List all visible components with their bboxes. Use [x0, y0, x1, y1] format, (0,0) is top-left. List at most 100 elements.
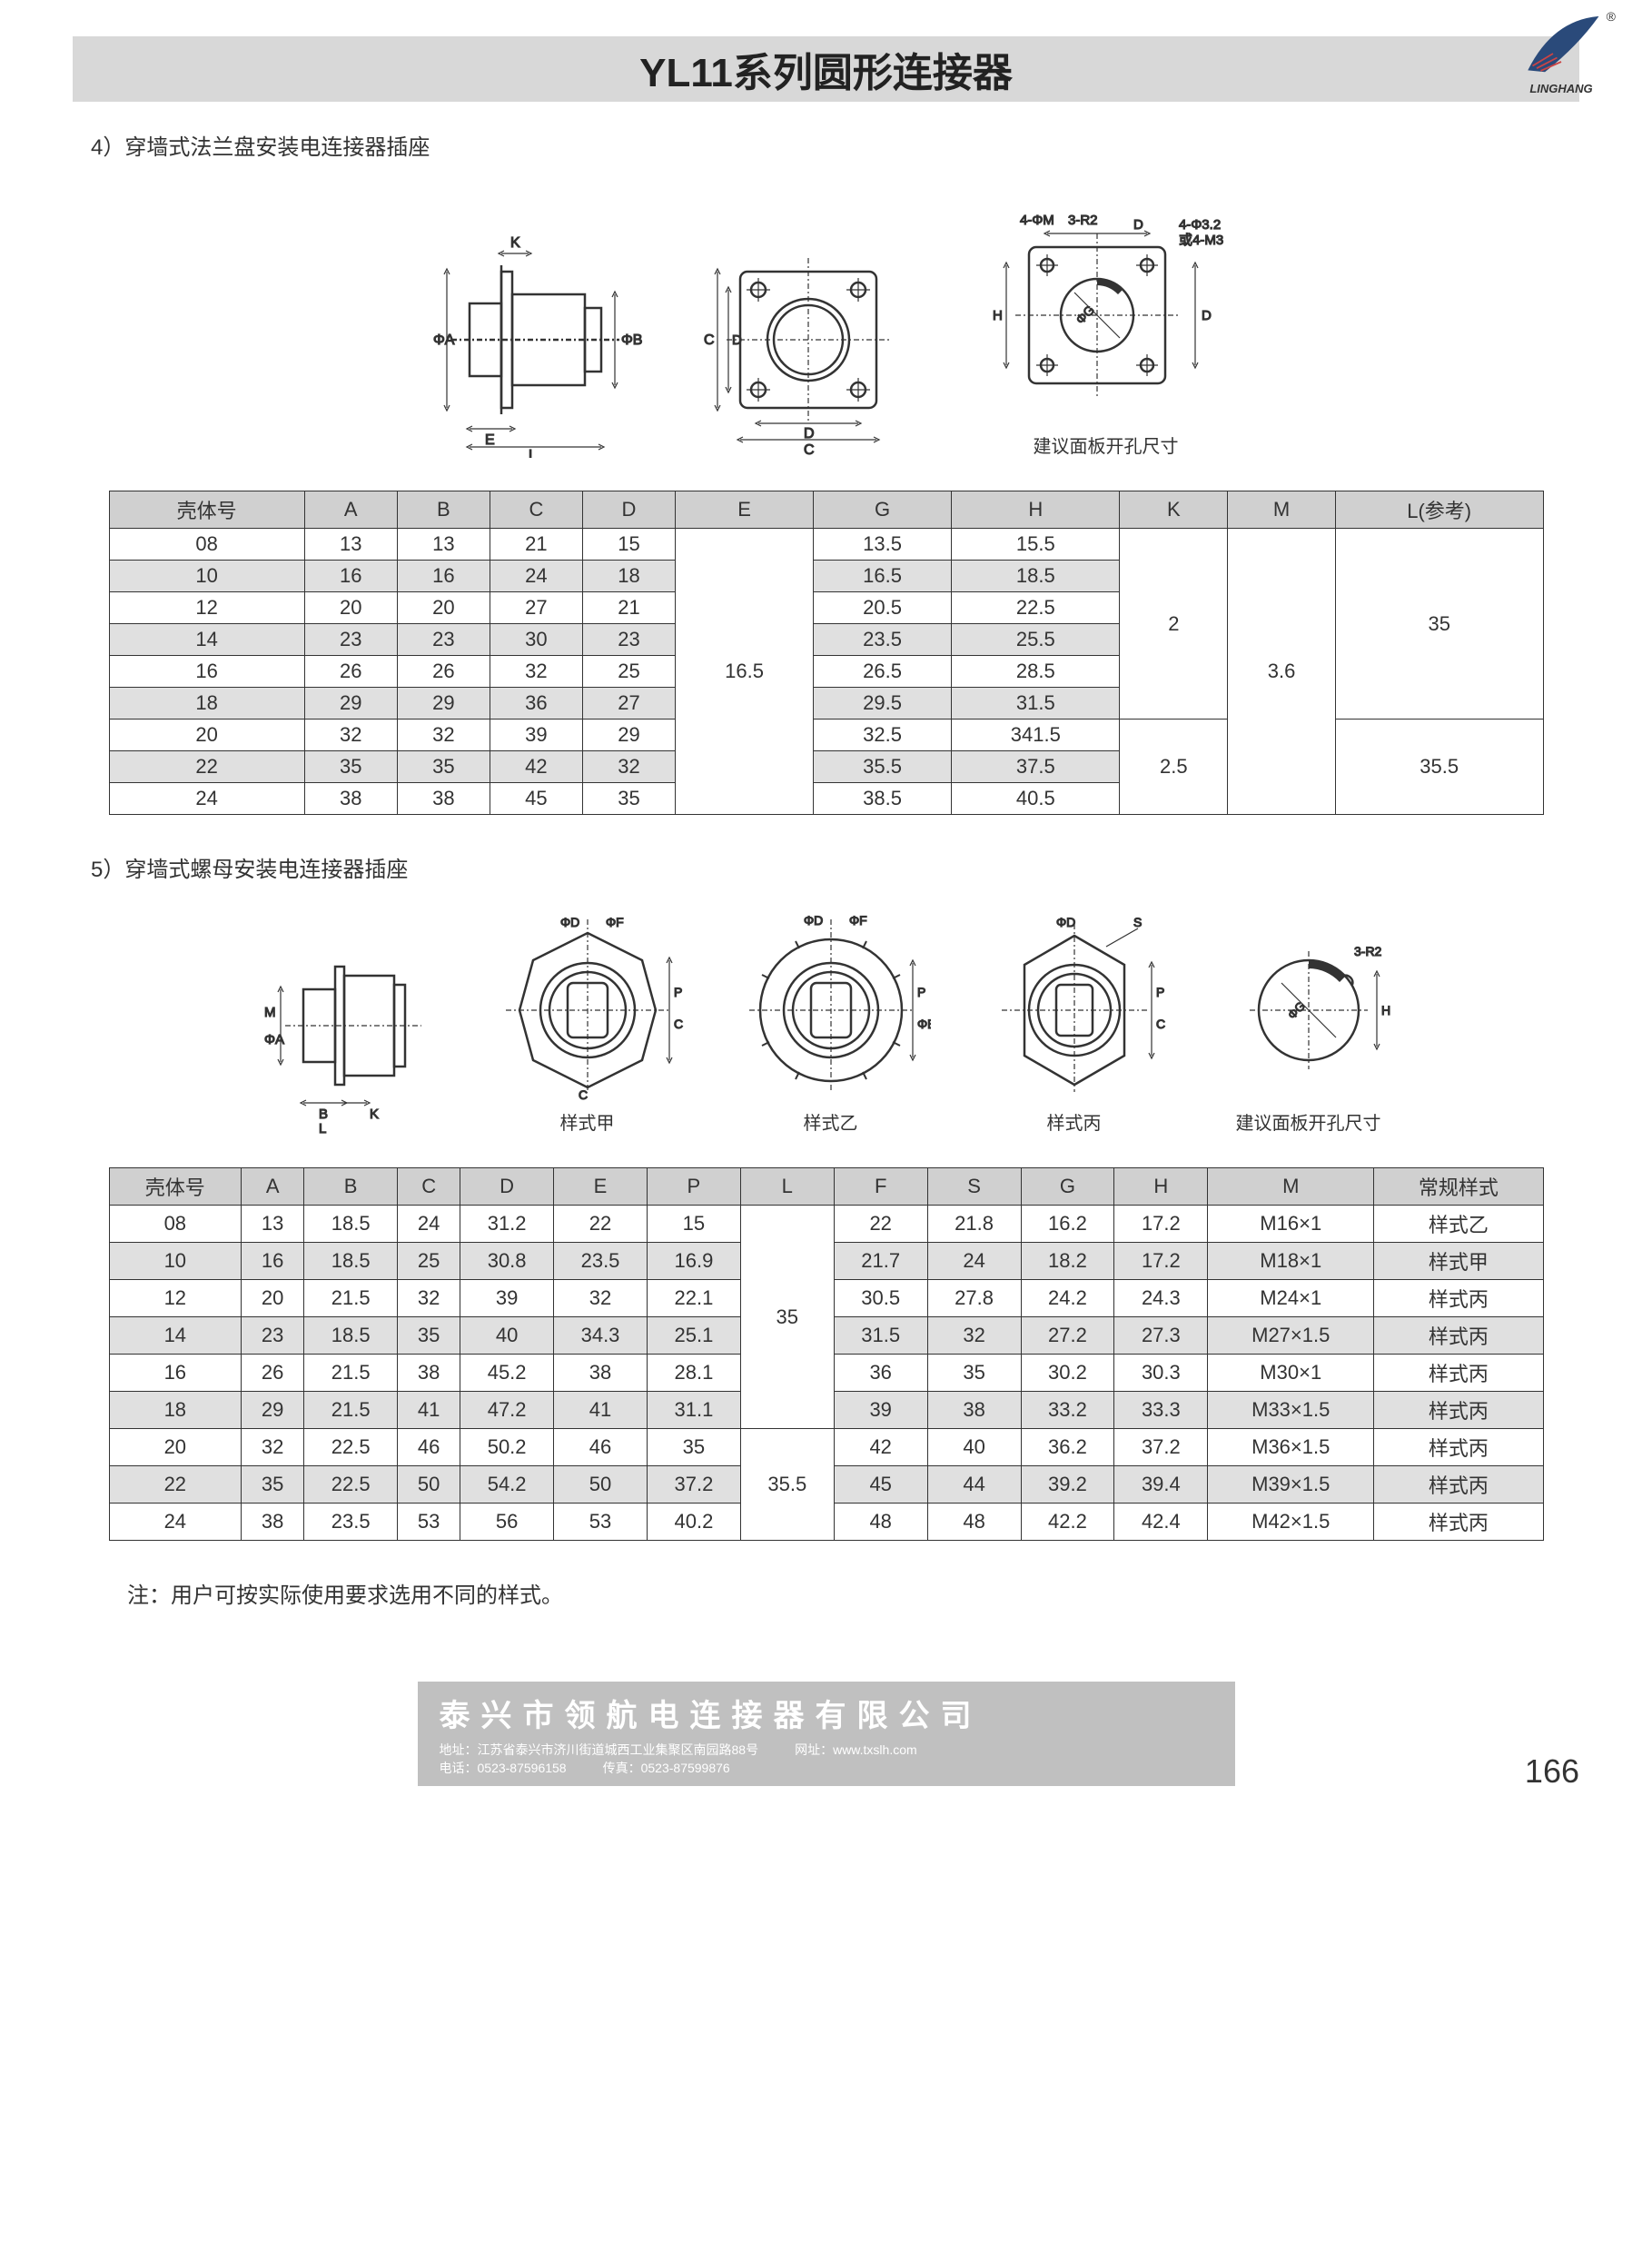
- s4-diagram-flange: C D D C: [690, 222, 926, 458]
- label-4phiM: 4-ΦM: [1020, 213, 1054, 228]
- s5-th: C: [398, 1168, 460, 1206]
- s4-th: D: [582, 491, 675, 529]
- s4-flange-svg: C D D C: [690, 222, 926, 458]
- s5-th: 壳体号: [109, 1168, 242, 1206]
- footer-addr: 地址：江苏省泰兴市济川街道城西工业集聚区南园路88号: [440, 1741, 759, 1759]
- s5-th: P: [647, 1168, 740, 1206]
- s4-side-svg: ΦA ΦB K E L: [411, 222, 647, 458]
- label5b-phiE: ΦE: [917, 1017, 931, 1031]
- s5-side-svg: M ΦA B K L: [253, 926, 444, 1135]
- s4-diagram-panel: 4-ΦM 3-R2 D 4-Φ3.2 或4-M3 H D ΦG 建议面板开孔尺寸: [970, 188, 1242, 458]
- section5-table: 壳体号ABCDEPLFSGHM常规样式 081318.52431.2221535…: [109, 1167, 1544, 1541]
- table-row: 081313211516.513.515.523.635: [109, 529, 1543, 561]
- s4-th: 壳体号: [109, 491, 304, 529]
- label5b-P: P: [917, 985, 925, 999]
- page-title: YL11系列圆形连接器: [639, 40, 1013, 98]
- s4-th: K: [1120, 491, 1228, 529]
- s5-th: B: [304, 1168, 398, 1206]
- s5-caption-c: 样式丙: [1047, 1108, 1102, 1135]
- label-phiA: ΦA: [433, 332, 455, 348]
- logo-icon: [1520, 9, 1602, 82]
- label-4M3: 或4-M3: [1179, 233, 1223, 248]
- s5-stylea-svg: ΦD ΦF P C C: [488, 910, 688, 1101]
- page-number: 166: [1525, 1752, 1579, 1791]
- s5-caption-a: 样式甲: [560, 1108, 615, 1135]
- s4-th: H: [952, 491, 1120, 529]
- section4-heading: 4）穿墙式法兰盘安装电连接器插座: [91, 129, 1579, 161]
- label5-phiA: ΦA: [264, 1032, 284, 1047]
- s5-diagram-side: M ΦA B K L: [253, 926, 444, 1135]
- s5-th: D: [460, 1168, 554, 1206]
- title-bar: YL11系列圆形连接器 ® LINGHANG: [73, 36, 1579, 102]
- label5b-phiF: ΦF: [849, 913, 867, 928]
- footer-web: 网址：www.txslh.com: [795, 1741, 917, 1759]
- page-footer: 泰兴市领航电连接器有限公司 地址：江苏省泰兴市济川街道城西工业集聚区南园路88号…: [73, 1682, 1579, 1791]
- s5-stylec-svg: ΦD S P C: [974, 910, 1174, 1101]
- label5a-Cb: C: [579, 1087, 588, 1101]
- label5p-3R2: 3-R2: [1354, 944, 1382, 958]
- s5-style-a: ΦD ΦF P C C 样式甲: [488, 910, 688, 1135]
- label5a-phiF: ΦF: [606, 915, 624, 929]
- s4-th: M: [1228, 491, 1336, 529]
- s4-th: C: [490, 491, 582, 529]
- s5-th: F: [834, 1168, 927, 1206]
- footer-fax: 传真：0523-87599876: [603, 1759, 730, 1777]
- table-row: 081318.52431.22215352221.816.217.2M16×1样…: [109, 1206, 1543, 1243]
- section4-diagrams: ΦA ΦB K E L: [73, 188, 1579, 458]
- s5-panel: 3-R2 ΦG H 建议面板开孔尺寸: [1218, 919, 1400, 1135]
- s4-panel-svg: 4-ΦM 3-R2 D 4-Φ3.2 或4-M3 H D ΦG: [970, 188, 1242, 424]
- s5-th: S: [927, 1168, 1021, 1206]
- table-row: 203222.54650.2463535.5424036.237.2M36×1.…: [109, 1429, 1543, 1466]
- label-3R2: 3-R2: [1068, 213, 1098, 228]
- section5-note: 注：用户可按实际使用要求选用不同的样式。: [127, 1577, 1579, 1609]
- s5-th: H: [1114, 1168, 1208, 1206]
- brand-logo: ® LINGHANG: [1507, 9, 1616, 109]
- label5a-C: C: [674, 1017, 683, 1031]
- s5-th: G: [1021, 1168, 1114, 1206]
- s5-style-b: ΦD ΦF P ΦE 样式乙: [731, 910, 931, 1135]
- section4-table: 壳体号ABCDEGHKML(参考) 081313211516.513.515.5…: [109, 491, 1544, 815]
- label5c-P: P: [1156, 985, 1164, 999]
- label-H: H: [993, 308, 1003, 323]
- label-Dright: D: [1202, 308, 1212, 323]
- logo-text: LINGHANG: [1529, 82, 1592, 95]
- section5-heading: 5）穿墙式螺母安装电连接器插座: [91, 851, 1579, 883]
- label-Dtop: D: [1133, 217, 1143, 233]
- label5a-phiD: ΦD: [560, 915, 579, 929]
- s5-panel-svg: 3-R2 ΦG H: [1218, 919, 1400, 1101]
- s4-th: G: [814, 491, 952, 529]
- label-D-v: D: [732, 332, 742, 348]
- label5a-P: P: [674, 985, 682, 999]
- label-K: K: [510, 235, 520, 251]
- s4-th: B: [397, 491, 490, 529]
- s5-th: L: [740, 1168, 834, 1206]
- label-C2: C: [804, 442, 815, 458]
- label5-B: B: [319, 1107, 328, 1122]
- label5-K: K: [370, 1107, 379, 1122]
- label5p-H: H: [1381, 1003, 1390, 1017]
- s5-caption-b: 样式乙: [804, 1108, 858, 1135]
- label5c-S: S: [1133, 915, 1142, 929]
- label5p-phiG: ΦG: [1284, 999, 1307, 1022]
- label5c-C: C: [1156, 1017, 1165, 1031]
- s5-th: A: [242, 1168, 304, 1206]
- registered-mark-icon: ®: [1607, 9, 1616, 24]
- label-phiB: ΦB: [621, 332, 642, 348]
- s4-th: L(参考): [1335, 491, 1543, 529]
- label-C1: C: [704, 332, 715, 348]
- label-4phi32: 4-Φ3.2: [1179, 217, 1221, 233]
- s4-diagram-side: ΦA ΦB K E L: [411, 222, 647, 458]
- label5c-phiD: ΦD: [1056, 915, 1075, 929]
- footer-company: 泰兴市领航电连接器有限公司: [440, 1691, 1213, 1735]
- s5-style-c: ΦD S P C 样式丙: [974, 910, 1174, 1135]
- footer-tel: 电话：0523-87596158: [440, 1759, 567, 1777]
- s5-th: M: [1208, 1168, 1374, 1206]
- label-E: E: [485, 432, 495, 448]
- s5-panel-caption: 建议面板开孔尺寸: [1236, 1108, 1381, 1135]
- footer-band: 泰兴市领航电连接器有限公司 地址：江苏省泰兴市济川街道城西工业集聚区南园路88号…: [418, 1682, 1235, 1786]
- s5-styleb-svg: ΦD ΦF P ΦE: [731, 910, 931, 1101]
- section5-diagrams: M ΦA B K L ΦD ΦF: [73, 910, 1579, 1135]
- s5-th: E: [554, 1168, 648, 1206]
- label5-L: L: [319, 1121, 326, 1135]
- label5b-phiD: ΦD: [804, 913, 823, 928]
